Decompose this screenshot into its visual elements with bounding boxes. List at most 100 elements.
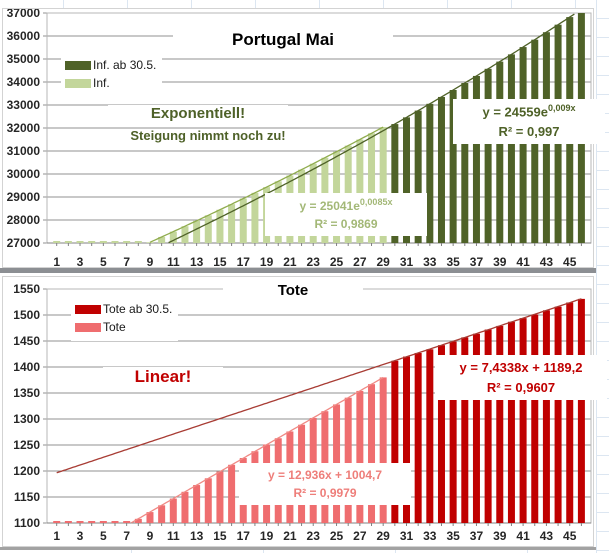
svg-text:1200: 1200: [13, 464, 40, 478]
chart-title-deaths: Tote: [223, 282, 363, 300]
svg-text:19: 19: [260, 255, 274, 269]
annotation-slope-increasing: Steigung nimmt noch zu!: [88, 128, 328, 144]
svg-text:41: 41: [516, 529, 530, 543]
svg-text:13: 13: [190, 255, 204, 269]
chart-separator-line: [0, 268, 596, 273]
equation-line: y = 7,4338x + 1189,2: [459, 360, 583, 375]
svg-text:1: 1: [53, 529, 60, 543]
svg-text:32000: 32000: [7, 121, 41, 135]
svg-text:23: 23: [307, 529, 321, 543]
svg-text:31: 31: [400, 529, 414, 543]
svg-text:29000: 29000: [7, 190, 41, 204]
svg-text:21: 21: [283, 529, 297, 543]
svg-text:1450: 1450: [13, 334, 40, 348]
svg-text:19: 19: [260, 529, 274, 543]
trendline-equation-light-red: y = 12,936x + 1004,7 R² = 0,9979: [239, 463, 411, 505]
svg-text:3: 3: [77, 255, 84, 269]
svg-text:36000: 36000: [7, 29, 41, 43]
svg-text:39: 39: [493, 529, 507, 543]
trendline-equation-dark-red: y = 7,4338x + 1189,2 R² = 0,9607: [435, 355, 607, 400]
svg-text:7: 7: [123, 255, 130, 269]
svg-text:1500: 1500: [13, 308, 40, 322]
svg-text:23: 23: [307, 255, 321, 269]
legend-label: Inf.: [93, 76, 110, 90]
svg-text:5: 5: [100, 529, 107, 543]
svg-text:27: 27: [353, 255, 367, 269]
svg-text:15: 15: [213, 255, 227, 269]
infections-chart[interactable]: 27000 28000 29000 30000 31000 32000 33000 34000…: [2, 8, 605, 269]
r-squared: R² = 0,9607: [486, 379, 556, 395]
svg-text:13: 13: [190, 529, 204, 543]
svg-text:43: 43: [540, 529, 554, 543]
sheet-cells-right: [596, 0, 609, 553]
legend-swatch-light-green: [65, 78, 91, 88]
svg-text:1550: 1550: [13, 282, 40, 296]
legend-label: Tote: [103, 320, 126, 334]
chart-bottom-border: [0, 547, 596, 550]
svg-text:1300: 1300: [13, 412, 40, 426]
svg-text:41: 41: [516, 255, 530, 269]
legend-swatch-dark-green: [65, 60, 91, 70]
svg-text:37: 37: [470, 255, 484, 269]
r-squared: R² = 0,9869: [314, 217, 378, 231]
svg-text:17: 17: [237, 529, 251, 543]
svg-text:29: 29: [377, 529, 391, 543]
svg-text:34000: 34000: [7, 75, 41, 89]
svg-text:37: 37: [470, 529, 484, 543]
svg-text:27000: 27000: [7, 236, 41, 250]
chart-title-infections: Portugal Mai: [173, 30, 393, 50]
svg-text:35: 35: [446, 255, 460, 269]
svg-text:11: 11: [167, 255, 180, 269]
legend-item-tote: Tote: [75, 320, 172, 334]
svg-text:28000: 28000: [7, 213, 41, 227]
svg-text:31: 31: [400, 255, 414, 269]
svg-text:45: 45: [563, 529, 577, 543]
svg-text:37000: 37000: [7, 9, 41, 20]
svg-text:27: 27: [353, 529, 367, 543]
svg-text:1250: 1250: [13, 438, 40, 452]
svg-text:9: 9: [147, 255, 154, 269]
svg-text:1100: 1100: [14, 516, 40, 530]
svg-text:30000: 30000: [7, 167, 41, 181]
svg-text:33: 33: [423, 529, 437, 543]
svg-text:21: 21: [283, 255, 297, 269]
sheet-cells-bottom: [0, 550, 596, 553]
r-squared: R² = 0,9979: [293, 486, 357, 500]
trendline-equation-dark-green: y = 24559e0,009x R² = 0,997: [453, 99, 605, 145]
svg-text:35000: 35000: [7, 52, 41, 66]
legend-item-inf: Inf.: [65, 76, 156, 90]
svg-text:9: 9: [147, 529, 154, 543]
svg-text:1150: 1150: [14, 490, 40, 504]
svg-text:11: 11: [167, 529, 180, 543]
svg-text:45: 45: [563, 255, 577, 269]
svg-text:31000: 31000: [7, 144, 41, 158]
legend-infections: Inf. ab 30.5. Inf.: [61, 51, 163, 97]
svg-text:35: 35: [446, 529, 460, 543]
svg-text:43: 43: [540, 255, 554, 269]
r-squared: R² = 0,997: [498, 123, 560, 139]
legend-swatch-dark-red: [75, 304, 101, 314]
svg-text:1: 1: [53, 255, 60, 269]
legend-item-inf-ab: Inf. ab 30.5.: [65, 58, 156, 72]
svg-text:25: 25: [330, 255, 344, 269]
legend-swatch-light-red: [75, 322, 101, 332]
svg-text:29: 29: [377, 255, 391, 269]
svg-text:33000: 33000: [7, 98, 41, 112]
trendline-equation-light-green: y = 25041e0,0085x R² = 0,9869: [265, 193, 427, 236]
equation-line: y = 12,936x + 1004,7: [267, 468, 383, 482]
legend-label: Tote ab 30.5.: [103, 302, 173, 316]
annotation-linear: Linear!: [103, 367, 223, 387]
svg-text:3: 3: [77, 529, 84, 543]
legend-label: Inf. ab 30.5.: [93, 58, 157, 72]
deaths-chart[interactable]: 1100 1150 1200 1250 1300 1350 1400 1450 1500 1550…: [2, 276, 607, 547]
legend-deaths: Tote ab 30.5. Tote: [71, 295, 179, 341]
legend-item-tote-ab: Tote ab 30.5.: [75, 302, 172, 316]
svg-text:33: 33: [423, 255, 437, 269]
annotation-exponential: Exponentiell!: [108, 105, 288, 123]
svg-text:39: 39: [493, 255, 507, 269]
svg-text:1400: 1400: [13, 360, 40, 374]
equation-line: y = 24559e0,009x: [482, 103, 576, 120]
svg-text:7: 7: [123, 529, 130, 543]
svg-text:15: 15: [213, 529, 227, 543]
svg-text:25: 25: [330, 529, 344, 543]
